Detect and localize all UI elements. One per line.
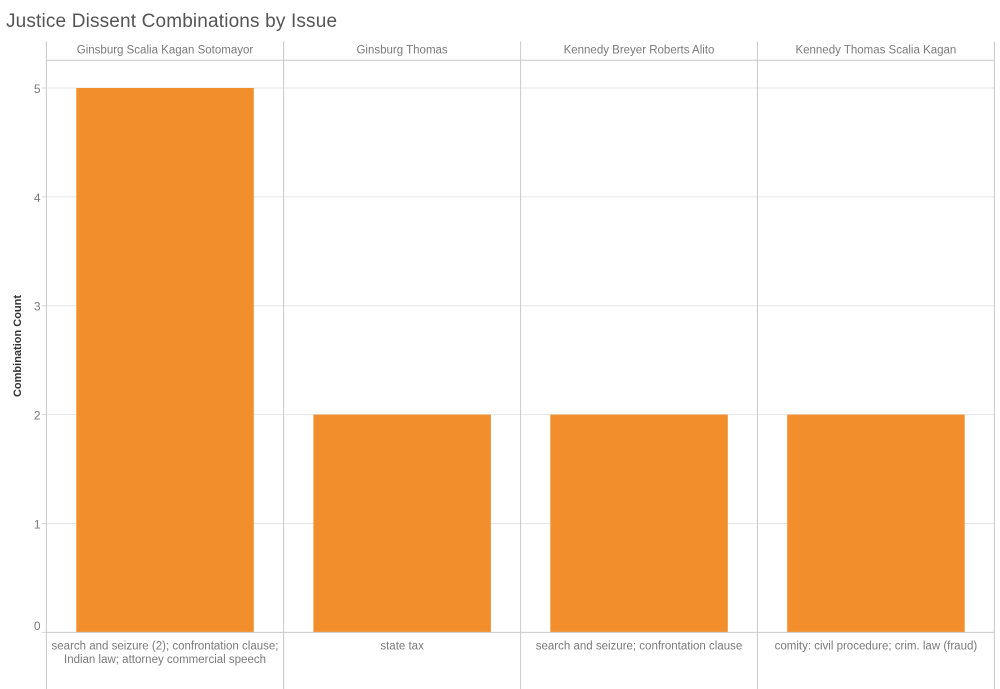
svg-text:search and seizure; confrontat: search and seizure; confrontation clause — [536, 641, 742, 653]
svg-text:Ginsburg Thomas: Ginsburg Thomas — [356, 45, 447, 57]
svg-text:search and seizure (2); confro: search and seizure (2); confrontation cl… — [52, 641, 279, 653]
svg-text:comity: civil procedure; crim.: comity: civil procedure; crim. law (frau… — [775, 641, 978, 653]
svg-text:4: 4 — [34, 191, 41, 205]
svg-text:Ginsburg Scalia Kagan Sotomayo: Ginsburg Scalia Kagan Sotomayor — [77, 45, 254, 57]
svg-text:5: 5 — [34, 82, 41, 96]
svg-text:2: 2 — [34, 409, 41, 423]
svg-text:0: 0 — [34, 619, 41, 633]
svg-text:Kennedy Breyer Roberts Alito: Kennedy Breyer Roberts Alito — [564, 45, 715, 57]
svg-text:Kennedy Thomas Scalia Kagan: Kennedy Thomas Scalia Kagan — [795, 45, 956, 57]
svg-text:1: 1 — [34, 517, 41, 531]
svg-text:state tax: state tax — [380, 641, 424, 653]
svg-text:Indian law; attorney commercia: Indian law; attorney commercial speech — [64, 654, 266, 666]
svg-text:3: 3 — [34, 300, 41, 314]
svg-text:Justice Dissent Combinations b: Justice Dissent Combinations by Issue — [6, 11, 337, 32]
svg-text:Combination Count: Combination Count — [12, 295, 24, 397]
